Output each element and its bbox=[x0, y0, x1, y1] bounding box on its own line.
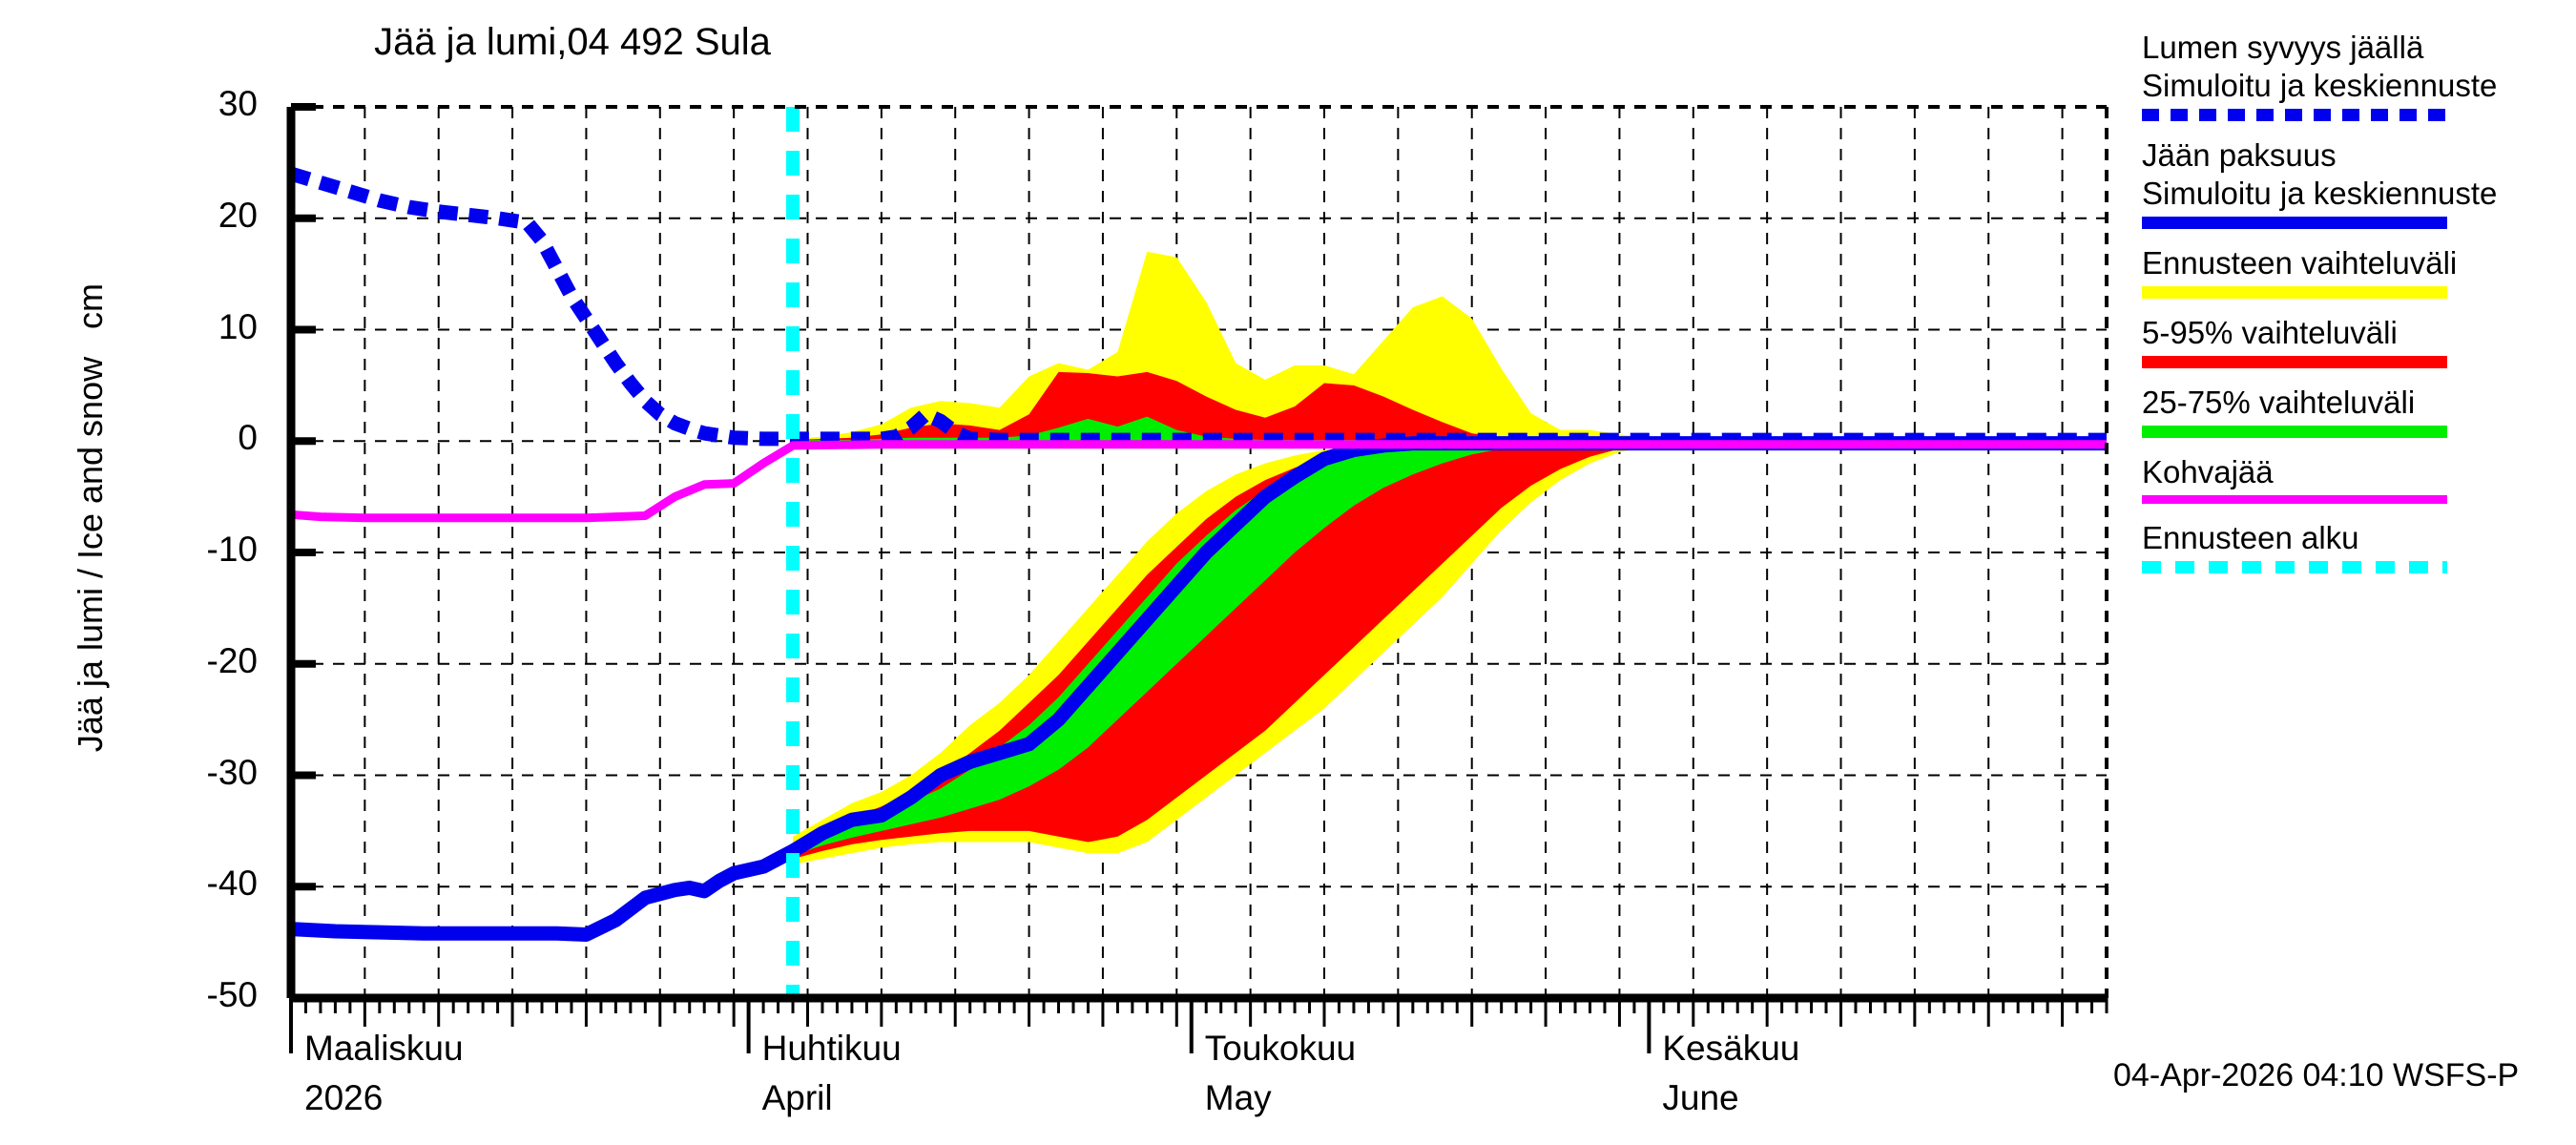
legend-swatch bbox=[2142, 286, 2447, 299]
series-line-1 bbox=[290, 436, 2107, 942]
y-tick-label: 0 bbox=[238, 418, 258, 458]
x-tick-label-en: June bbox=[1662, 1078, 1739, 1117]
legend-entry-title: Lumen syvyys jäällä bbox=[2142, 30, 2424, 65]
band-green-ice bbox=[793, 443, 2108, 856]
series-line-0 bbox=[288, 166, 2107, 448]
legend-entry: 25-75% vaihteluväli bbox=[2142, 384, 2562, 438]
x-tick-label-en: April bbox=[761, 1078, 833, 1117]
legend-entry: Ennusteen vaihteluväli bbox=[2142, 244, 2562, 299]
band-red-ice bbox=[793, 443, 2108, 860]
legend-entry: Lumen syvyys jäällä Simuloitu ja keskienn… bbox=[2142, 29, 2562, 121]
legend-entry: Kohvajää bbox=[2142, 453, 2562, 504]
legend-entry-subtitle: Simuloitu ja keskiennuste bbox=[2142, 176, 2498, 211]
legend-entry: Jään paksuus Simuloitu ja keskiennuste bbox=[2142, 136, 2562, 229]
x-tick-label-en: 2026 bbox=[304, 1078, 384, 1117]
legend-entry-title: Kohvajää bbox=[2142, 454, 2274, 489]
y-tick-label: -20 bbox=[206, 640, 258, 680]
legend-entry-title: Ennusteen vaihteluväli bbox=[2142, 245, 2458, 281]
legend-entry-subtitle: Simuloitu ja keskiennuste bbox=[2142, 68, 2498, 103]
band-yellow-snow bbox=[793, 251, 2108, 442]
y-tick-label: 10 bbox=[218, 306, 258, 346]
legend-entry: 5-95% vaihteluväli bbox=[2142, 314, 2562, 368]
y-tick-label: -30 bbox=[206, 752, 258, 792]
y-tick-label: -10 bbox=[206, 530, 258, 569]
legend-swatch bbox=[2142, 356, 2447, 368]
band-green-snow bbox=[793, 416, 2108, 442]
legend-entry-title: Ennusteen alku bbox=[2142, 520, 2359, 555]
x-tick-label-en: May bbox=[1204, 1078, 1272, 1117]
y-tick-label: -40 bbox=[206, 864, 258, 904]
legend-entry: Ennusteen alku bbox=[2142, 519, 2562, 573]
y-tick-label: 30 bbox=[218, 84, 258, 123]
legend-swatch bbox=[2142, 495, 2447, 504]
legend-swatch bbox=[2142, 561, 2447, 573]
y-axis-unit: cm bbox=[71, 283, 110, 329]
page-title: Jää ja lumi,04 492 Sula bbox=[374, 21, 771, 63]
x-tick-label-fi: Huhtikuu bbox=[761, 1029, 902, 1068]
chart-legend: Lumen syvyys jäällä Simuloitu ja keskienn… bbox=[2142, 29, 2562, 589]
y-tick-label: 20 bbox=[218, 195, 258, 235]
x-tick-label-fi: Maaliskuu bbox=[304, 1029, 464, 1068]
legend-swatch bbox=[2142, 217, 2447, 229]
series-line-2 bbox=[290, 440, 2107, 523]
band-red-snow bbox=[793, 371, 2108, 442]
legend-swatch bbox=[2142, 109, 2447, 121]
legend-entry-title: Jään paksuus bbox=[2142, 137, 2337, 173]
x-tick-label-fi: Toukokuu bbox=[1204, 1029, 1357, 1068]
band-yellow-ice bbox=[793, 443, 2108, 864]
y-tick-label: -50 bbox=[206, 975, 258, 1014]
x-tick-label-fi: Kesäkuu bbox=[1662, 1029, 1800, 1068]
timestamp-label: 04-Apr-2026 04:10 WSFS-P bbox=[2113, 1057, 2520, 1093]
legend-entry-title: 5-95% vaihteluväli bbox=[2142, 315, 2398, 350]
legend-swatch bbox=[2142, 426, 2447, 438]
legend-entry-title: 25-75% vaihteluväli bbox=[2142, 385, 2416, 420]
